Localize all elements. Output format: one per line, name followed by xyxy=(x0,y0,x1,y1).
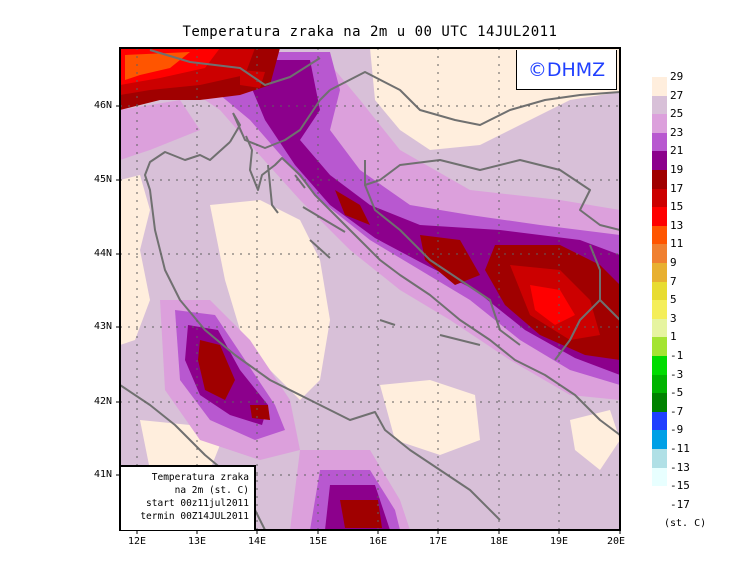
legend-swatch xyxy=(652,300,667,319)
info-line: start 00z11jul2011 xyxy=(146,498,249,509)
legend-swatch xyxy=(652,356,667,375)
legend-label: 25 xyxy=(670,107,684,121)
borders xyxy=(149,49,620,361)
dhmz-logo: ©DHMZ xyxy=(516,50,617,90)
legend-label: 1 xyxy=(670,330,677,344)
legend-label: 19 xyxy=(670,163,684,176)
legend-swatch xyxy=(652,95,667,115)
legend-swatch xyxy=(652,449,667,468)
info-line: na 2m (st. C) xyxy=(174,485,249,496)
legend-swatch xyxy=(652,374,667,394)
legend-swatch xyxy=(652,411,667,431)
field-13 xyxy=(125,52,190,80)
legend-swatch xyxy=(652,114,667,133)
legend-label: 27 xyxy=(670,88,684,102)
lon-tick: 12E xyxy=(127,536,147,547)
lon-tick: 19E xyxy=(549,536,569,547)
legend-swatch xyxy=(652,151,667,170)
info-line: termin 00Z14JUL2011 xyxy=(140,511,249,522)
legend-swatch xyxy=(652,207,667,226)
legend-label: 11 xyxy=(670,237,684,251)
legend-swatch xyxy=(652,281,667,301)
info-box: Temperatura zraka na 2m (st. C) start 00… xyxy=(121,465,256,530)
lon-tick: 15E xyxy=(308,536,328,547)
lat-tick: 46N xyxy=(94,100,113,111)
legend-swatch xyxy=(652,430,667,449)
info-line: Temperatura zraka xyxy=(151,472,249,483)
legend-label: -3 xyxy=(670,367,684,381)
legend-swatch xyxy=(652,188,667,208)
legend-label: 3 xyxy=(670,311,677,325)
legend-label: 17 xyxy=(670,181,684,195)
legend-label: -1 xyxy=(670,349,684,362)
lon-tick: 20E xyxy=(606,536,626,547)
lat-tick: 42N xyxy=(94,396,113,407)
legend-label: 9 xyxy=(670,256,677,269)
legend-swatch xyxy=(652,393,667,412)
legend-swatch xyxy=(652,244,667,263)
lon-tick: 18E xyxy=(489,536,509,547)
legend-label: 15 xyxy=(670,200,684,214)
legend-swatch xyxy=(652,467,667,487)
legend-label: -9 xyxy=(670,423,684,437)
legend-swatch xyxy=(652,318,667,338)
legend-label: -17 xyxy=(670,497,690,511)
map-frame xyxy=(119,47,621,531)
lon-tick: 14E xyxy=(247,536,267,547)
lat-tick: 41N xyxy=(94,469,113,480)
gridlines xyxy=(120,48,620,530)
legend-label: 13 xyxy=(670,218,684,232)
legend-label: 29 xyxy=(670,70,684,83)
lon-tick: 17E xyxy=(428,536,448,547)
legend-unit: (st. C) xyxy=(664,518,707,529)
legend-swatch xyxy=(652,263,667,282)
legend-label: -7 xyxy=(670,404,684,418)
lat-tick: 45N xyxy=(94,174,113,185)
legend-label: -13 xyxy=(670,460,690,474)
legend-label: 7 xyxy=(670,274,677,288)
lon-tick: 16E xyxy=(368,536,388,547)
legend-swatch xyxy=(652,225,667,245)
legend-label: 5 xyxy=(670,293,677,307)
legend-label: 21 xyxy=(670,144,684,158)
legend-label: -15 xyxy=(670,479,690,493)
lon-tick: 13E xyxy=(187,536,207,547)
legend-swatch xyxy=(652,337,667,356)
legend-swatch xyxy=(652,170,667,189)
legend-swatch xyxy=(652,132,667,152)
legend-swatch xyxy=(652,77,667,96)
legend-label: 23 xyxy=(670,125,684,139)
legend-label: -5 xyxy=(670,386,684,400)
lat-tick: 44N xyxy=(94,248,113,259)
lat-tick: 43N xyxy=(94,321,113,332)
color-legend: 29 27 25 23 21 19 17 15 13 11 9 7 5 3 1 … xyxy=(652,70,732,517)
map-title: Temperatura zraka na 2m u 00 UTC 14JUL20… xyxy=(182,24,558,40)
legend-label: -11 xyxy=(670,442,690,455)
